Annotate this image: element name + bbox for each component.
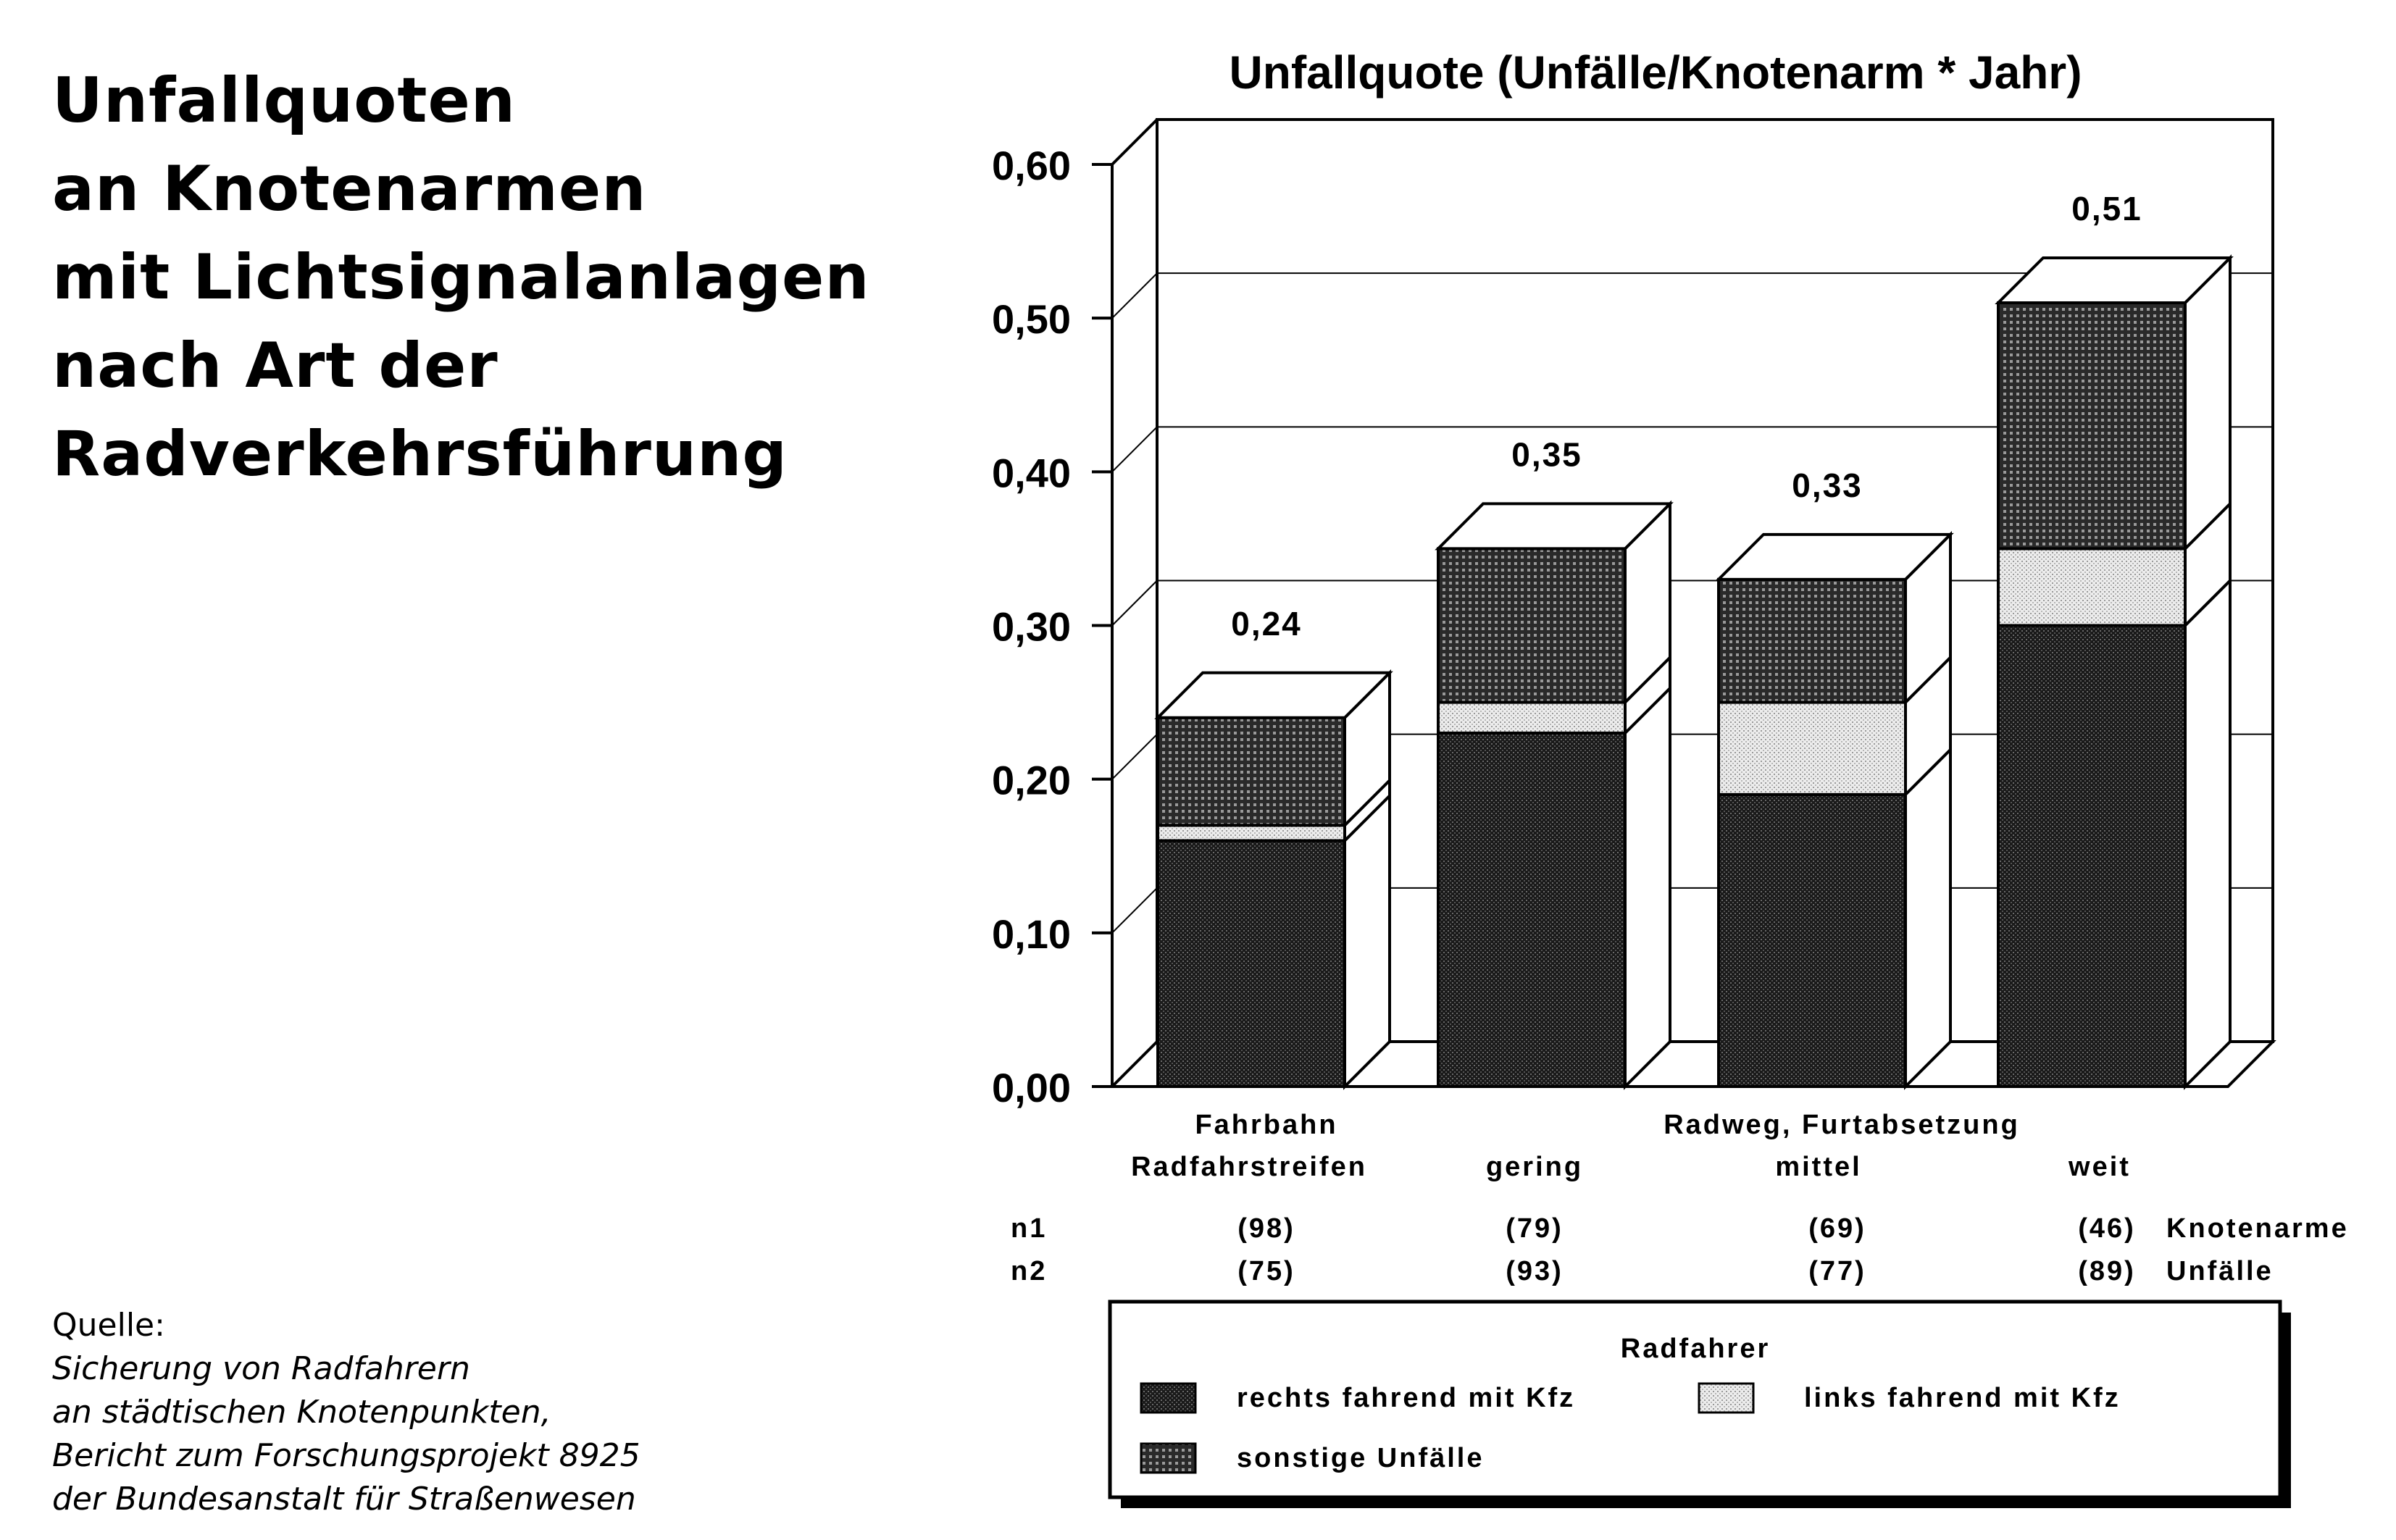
title-line: nach Art der <box>52 330 498 402</box>
y-tick-label: 0,10 <box>992 911 1071 957</box>
bar-top <box>1435 502 1674 551</box>
source-line: Sicherung von Radfahrern <box>52 1350 470 1387</box>
total-label: 0,51 <box>2071 190 2142 227</box>
page-title: Unfallquoten an Knotenarmen mit Lichtsig… <box>52 57 870 498</box>
bar-segment <box>1997 301 2187 551</box>
legend-label: rechts fahrend mit Kfz <box>1237 1383 1575 1413</box>
gridline-side <box>1111 733 1158 780</box>
bar-segment <box>1997 547 2187 627</box>
y-tick-label: 0,40 <box>992 450 1071 495</box>
total-labels: 0,24 0,35 0,33 0,51 <box>1231 190 2142 643</box>
count-row-label: n1 <box>1011 1213 1047 1244</box>
count-value: (46) <box>2078 1213 2136 1244</box>
bar-stack <box>1715 531 1954 1090</box>
group-label: Radweg, Furtabsetzung <box>1664 1110 2020 1140</box>
y-tick-label: 0,50 <box>992 296 1071 342</box>
source-line: an städtischen Knotenpunkten, <box>52 1394 551 1431</box>
count-row-label: n2 <box>1011 1256 1047 1286</box>
title-line: Radverkehrsführung <box>52 418 788 490</box>
bar-top <box>1154 671 1393 719</box>
source-line: der Bundesanstalt für Straßenwesen <box>52 1481 636 1518</box>
bar-side <box>1624 685 1671 1090</box>
gridline-side <box>1111 119 1158 165</box>
count-rows: n1 (98) (79) (69) (46) Knotenarme n2 (75… <box>1011 1213 2349 1286</box>
bar-top <box>1715 532 1954 581</box>
count-value: (93) <box>1506 1256 1564 1286</box>
bar-side <box>2184 577 2232 1090</box>
bar-segment <box>1156 716 1346 827</box>
bar-segment <box>1717 700 1907 796</box>
legend-title: Radfahrer <box>1621 1334 1771 1364</box>
bar-segment <box>1437 547 1627 704</box>
bars <box>1154 254 2234 1090</box>
gridline-side <box>1111 426 1158 473</box>
legend: Radfahrer rechts fahrend mit Kfz links f… <box>1108 1300 2291 1508</box>
count-unit: Unfälle <box>2166 1256 2274 1286</box>
bar-segment <box>1437 732 1627 1088</box>
bar-segment <box>1156 839 1346 1088</box>
x-label-line: gering <box>1486 1152 1583 1182</box>
bar-segment <box>1717 792 1907 1088</box>
x-axis-labels: Fahrbahn Radfahrstreifen Radweg, Furtabs… <box>1131 1110 2131 1182</box>
y-axis: 0,00 0,10 0,20 0,30 0,40 0,50 0,60 <box>992 143 1071 1110</box>
legend-box <box>1108 1300 2282 1499</box>
legend-label: sonstige Unfälle <box>1237 1443 1485 1473</box>
x-label-line: Fahrbahn <box>1195 1110 1337 1140</box>
chart-title: Unfallquote (Unfälle/Knotenarm * Jahr) <box>1230 46 2082 99</box>
title-line: Unfallquoten <box>52 64 516 137</box>
bar-side <box>1904 746 1952 1090</box>
count-value: (79) <box>1506 1213 1564 1244</box>
x-label-line: weit <box>2068 1152 2131 1182</box>
bar-side <box>2184 254 2232 553</box>
gridline-side <box>1111 579 1158 627</box>
title-line: mit Lichtsignalanlagen <box>52 241 870 314</box>
legend-swatch-rechts <box>1140 1382 1197 1414</box>
y-tick-label: 0,30 <box>992 604 1071 650</box>
count-unit: Knotenarme <box>2166 1213 2349 1244</box>
source-line: Bericht zum Forschungsprojekt 8925 <box>52 1437 640 1474</box>
bar-side <box>1343 792 1391 1090</box>
total-label: 0,33 <box>1792 466 1863 504</box>
y-tick-label: 0,00 <box>992 1065 1071 1110</box>
source-note: Quelle: Sicherung von Radfahrern an städ… <box>52 1304 640 1521</box>
bar-stack <box>1995 254 2234 1090</box>
bar-segment <box>1156 824 1346 842</box>
count-value: (69) <box>1808 1213 1866 1244</box>
title-line: an Knotenarmen <box>52 153 647 225</box>
bar-stack <box>1435 500 1674 1090</box>
x-label-line: mittel <box>1775 1152 1861 1182</box>
bar-top <box>1995 256 2234 304</box>
bar-segment <box>1437 700 1627 735</box>
total-label: 0,35 <box>1511 435 1582 473</box>
total-label: 0,24 <box>1231 605 1302 643</box>
bar-segment <box>1717 577 1907 704</box>
source-label: Quelle: <box>52 1307 165 1344</box>
y-tick-label: 0,20 <box>992 758 1071 803</box>
gridline-side <box>1111 887 1158 934</box>
count-value: (75) <box>1237 1256 1295 1286</box>
bar-stack <box>1154 669 1393 1090</box>
bar-segment <box>1997 624 2187 1088</box>
y-tick-label: 0,60 <box>992 143 1071 188</box>
legend-swatch-sonstige <box>1140 1442 1197 1474</box>
gridline-side <box>1111 272 1158 319</box>
x-label-line: Radfahrstreifen <box>1131 1152 1367 1182</box>
legend-label: links fahrend mit Kfz <box>1804 1383 2121 1413</box>
count-value: (98) <box>1237 1213 1295 1244</box>
count-value: (77) <box>1808 1256 1866 1286</box>
legend-swatch-links <box>1698 1382 1755 1414</box>
count-value: (89) <box>2078 1256 2136 1286</box>
